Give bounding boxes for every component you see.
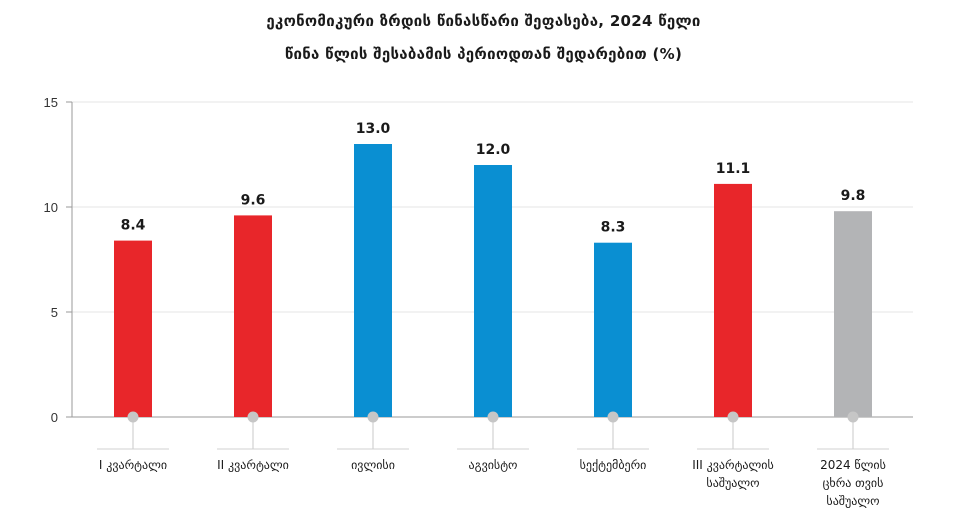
data-label: 12.0 [476, 142, 511, 158]
category-marker-dot [847, 411, 859, 423]
bar [114, 240, 152, 417]
bar [474, 165, 512, 417]
y-tick-label: 0 [51, 410, 58, 425]
data-label: 8.3 [601, 220, 626, 236]
category-marker-dot [247, 411, 259, 423]
data-label: 9.6 [241, 192, 266, 208]
category-marker-dot [127, 411, 139, 423]
bar [714, 183, 752, 417]
x-tick-label: II კვარტალი [217, 458, 289, 472]
bar [834, 211, 872, 417]
chart-subtitle: წინა წლის შესაბამის პერიოდთან შედარებით … [284, 45, 683, 63]
category-marker-dot [607, 411, 619, 423]
bar [354, 144, 392, 417]
x-tick-label: III კვარტალის საშუალო [692, 458, 774, 490]
x-tick-label: აგვისტო [469, 458, 518, 472]
y-tick-label: 5 [51, 305, 58, 320]
data-label: 8.4 [121, 218, 146, 234]
y-tick-label: 15 [44, 95, 58, 110]
data-label: 9.8 [841, 188, 866, 204]
x-tick-label: ივლისი [351, 458, 395, 472]
x-tick-label: 2024 წლის ცხრა თვის საშუალო [820, 458, 886, 508]
x-tick-label: სექტემბერი [580, 458, 647, 472]
chart-title: ეკონომიკური ზრდის წინასწარი შეფასება, 20… [266, 12, 701, 30]
category-marker-dot [367, 411, 379, 423]
x-tick-label: I კვარტალი [99, 458, 167, 472]
data-label: 13.0 [356, 121, 391, 137]
bar [594, 242, 632, 417]
category-marker-dot [487, 411, 499, 423]
data-label: 11.1 [716, 161, 751, 177]
category-marker-dot [727, 411, 739, 423]
bar [234, 215, 272, 417]
y-tick-label: 10 [44, 200, 58, 215]
